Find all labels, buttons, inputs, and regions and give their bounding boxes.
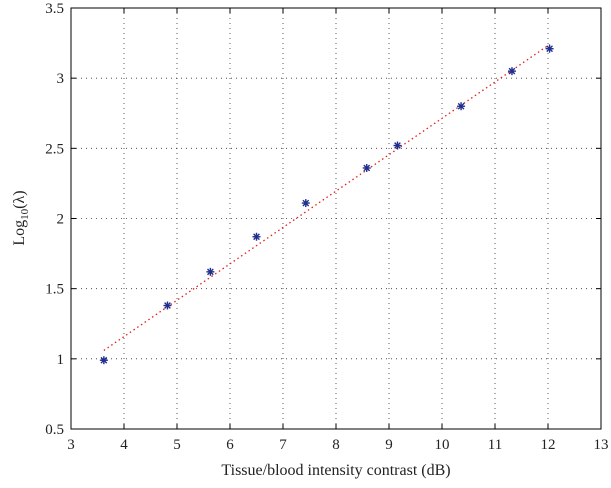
x-tick-label: 6 bbox=[226, 437, 234, 453]
x-tick-label: 4 bbox=[120, 437, 128, 453]
x-tick-label: 7 bbox=[279, 437, 287, 453]
fit-line bbox=[103, 43, 550, 351]
grid bbox=[71, 8, 601, 429]
x-tick-label: 10 bbox=[435, 437, 450, 453]
data-point bbox=[252, 232, 261, 241]
data-point bbox=[393, 141, 402, 150]
y-axis-title-argument: (λ) bbox=[11, 190, 28, 208]
tick-labels: 3 4 5 6 7 8 9 10 11 12 13 0.5 1 1.5 2 2.5 3 3.5 bbox=[45, 1, 608, 453]
x-tick-label: 12 bbox=[541, 437, 556, 453]
data-series bbox=[99, 44, 554, 365]
x-tick-label: 13 bbox=[594, 437, 609, 453]
y-tick-label: 1 bbox=[57, 352, 65, 368]
x-tick-label: 5 bbox=[173, 437, 181, 453]
data-point bbox=[457, 102, 466, 111]
y-tick-label: 0.5 bbox=[45, 422, 64, 438]
y-tick-label: 2 bbox=[57, 212, 65, 228]
axis-ticks bbox=[70, 7, 602, 430]
data-point bbox=[163, 301, 172, 310]
y-tick-label: 3 bbox=[57, 71, 65, 87]
data-point bbox=[206, 267, 215, 276]
x-tick-label: 11 bbox=[488, 437, 502, 453]
y-tick-label: 1.5 bbox=[45, 282, 64, 298]
x-tick-label: 8 bbox=[332, 437, 340, 453]
data-point bbox=[99, 356, 108, 365]
y-tick-label: 2.5 bbox=[45, 141, 64, 157]
x-axis-title: Tissue/blood intensity contrast (dB) bbox=[221, 462, 450, 479]
y-axis-title-base: Log bbox=[11, 220, 28, 246]
data-point bbox=[301, 199, 310, 208]
y-tick-label: 3.5 bbox=[45, 1, 64, 17]
data-point bbox=[362, 163, 371, 172]
data-point bbox=[545, 44, 554, 53]
data-point bbox=[507, 67, 516, 76]
y-axis-title-subscript: 10 bbox=[19, 208, 31, 220]
fit-line-series bbox=[103, 43, 550, 351]
x-tick-label: 3 bbox=[67, 437, 75, 453]
x-tick-label: 9 bbox=[385, 437, 393, 453]
y-axis-title: Log10(λ) bbox=[11, 190, 31, 245]
